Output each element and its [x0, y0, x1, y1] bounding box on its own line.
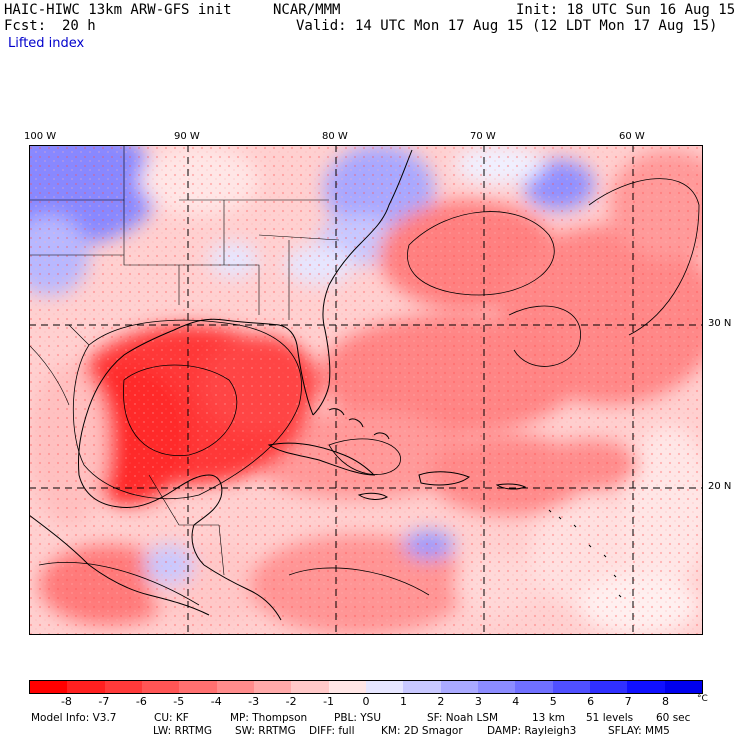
field-name: Lifted index: [8, 36, 85, 51]
lon-label-60w: 60 W: [619, 131, 645, 142]
lat-label-30n: 30 N: [708, 318, 732, 329]
lon-label-90w: 90 W: [174, 131, 200, 142]
colorbar-cell: [253, 681, 292, 693]
init-time: Init: 18 UTC Sun 16 Aug 15: [516, 2, 736, 18]
contour-lines: [38, 178, 700, 606]
footer-sflay: SFLAY: MM5: [608, 725, 670, 737]
footer-timestep: 60 sec: [656, 712, 691, 724]
lat-label-20n: 20 N: [708, 481, 732, 492]
colorbar-cell: [664, 681, 702, 693]
footer-resolution: 13 km: [532, 712, 566, 724]
colorbar-cell: [141, 681, 180, 693]
footer-mp: MP: Thompson: [230, 712, 308, 724]
colorbar-tick-label: -7: [98, 695, 110, 708]
coastlines: [29, 149, 622, 621]
colorbar-tick-label: -1: [323, 695, 335, 708]
colorbar-tick-label: -5: [173, 695, 185, 708]
colorbar-cell: [30, 681, 68, 693]
colorbar-tick-label: 2: [437, 695, 445, 708]
colorbar-tick-label: 7: [624, 695, 632, 708]
footer-diff: DIFF: full: [309, 725, 355, 737]
colorbar-cell: [403, 681, 441, 693]
footer-model-info: Model Info: V3.7: [31, 712, 117, 724]
colorbar-tick-label: 4: [512, 695, 520, 708]
colorbar-cell: [179, 681, 217, 693]
forecast-hour: 20 h: [62, 18, 96, 34]
colorbar-tick-label: -2: [285, 695, 297, 708]
colorbar-cell: [328, 681, 366, 693]
footer-levels: 51 levels: [586, 712, 634, 724]
colorbar-cell: [67, 681, 105, 693]
valid-time: Valid: 14 UTC Mon 17 Aug 15 (12 LDT Mon …: [296, 18, 718, 34]
footer-km: KM: 2D Smagor: [381, 725, 463, 737]
colorbar-cell: [216, 681, 254, 693]
colorbar-cell: [477, 681, 516, 693]
colorbar-tick-label: 8: [662, 695, 670, 708]
footer-cu: CU: KF: [154, 712, 189, 724]
colorbar-tick-label: 0: [362, 695, 370, 708]
colorbar-tick-label: 5: [549, 695, 557, 708]
footer-damp: DAMP: Rayleigh3: [487, 725, 577, 737]
colorbar-tick-label: -8: [60, 695, 72, 708]
political-borders: [29, 145, 340, 576]
lon-label-80w: 80 W: [322, 131, 348, 142]
map-frame: [29, 145, 703, 635]
colorbar-cell: [365, 681, 404, 693]
colorbar-cell: [515, 681, 553, 693]
colorbar-cell: [440, 681, 478, 693]
colorbar-tick-label: -6: [135, 695, 147, 708]
lon-label-100w: 100 W: [24, 131, 57, 142]
footer-sf: SF: Noah LSM: [427, 712, 499, 724]
latlon-grid: [29, 145, 703, 635]
forecast-label: Fcst:: [4, 18, 47, 34]
colorbar: [29, 680, 703, 694]
colorbar-tick-label: -3: [248, 695, 260, 708]
colorbar-cell: [104, 681, 142, 693]
colorbar-cell: [552, 681, 590, 693]
model-title: HAIC-HIWC 13km ARW-GFS init: [4, 2, 232, 18]
lon-label-70w: 70 W: [470, 131, 496, 142]
colorbar-cell: [291, 681, 329, 693]
colorbar-tick-label: -4: [210, 695, 222, 708]
center-label: NCAR/MMM: [273, 2, 341, 18]
colorbar-cell: [627, 681, 665, 693]
colorbar-unit: °C: [697, 694, 708, 704]
lifted-index-map: [29, 145, 703, 635]
colorbar-tick-label: 3: [474, 695, 482, 708]
footer-pbl: PBL: YSU: [334, 712, 382, 724]
footer-lw: LW: RRTMG: [153, 725, 212, 737]
colorbar-tick-label: 1: [399, 695, 407, 708]
colorbar-cell: [589, 681, 628, 693]
colorbar-tick-label: 6: [587, 695, 595, 708]
footer-sw: SW: RRTMG: [235, 725, 296, 737]
